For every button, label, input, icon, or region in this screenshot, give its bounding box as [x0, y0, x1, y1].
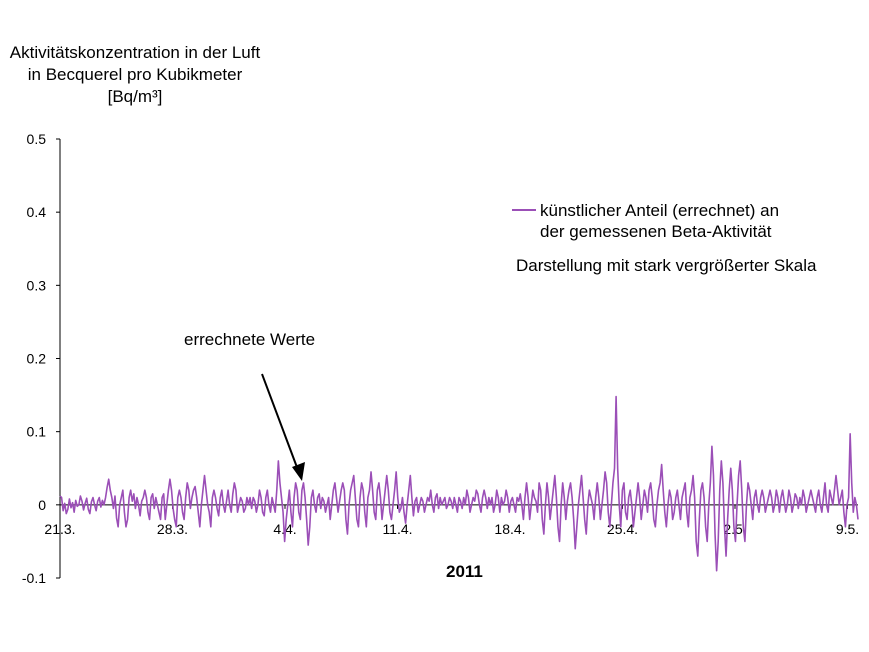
y-tick-label: -0.1 — [22, 570, 46, 586]
annotation-arrow-shaft — [261, 373, 299, 471]
scale-note: Darstellung mit stark vergrößerter Skala — [516, 256, 817, 275]
y-tick-label: 0.1 — [27, 424, 47, 440]
series-line — [59, 395, 859, 572]
x-tick-label: 25.4. — [607, 521, 638, 537]
x-tick-label: 21.3. — [44, 521, 75, 537]
x-tick-label: 18.4. — [494, 521, 525, 537]
x-tick-label: 28.3. — [157, 521, 188, 537]
arrow-annotation-label: errechnete Werte — [184, 330, 316, 349]
legend: künstlicher Anteil (errechnet) an der ge… — [512, 200, 779, 242]
x-tick-label: 2.5. — [723, 521, 746, 537]
y-tick-label: 0.3 — [27, 277, 47, 293]
annotation-arrow-head — [292, 462, 305, 481]
legend-entry-line-2: der gemessenen Beta-Aktivität — [540, 222, 772, 241]
legend-entry: künstlicher Anteil (errechnet) an der ge… — [540, 200, 779, 242]
y-axis-title: Aktivitätskonzentration in der Luft in B… — [0, 42, 270, 108]
y-axis-title-line-2: in Becquerel pro Kubikmeter — [27, 65, 243, 84]
legend-entry-line-1: künstlicher Anteil (errechnet) an — [540, 201, 780, 220]
legend-line-swatch — [512, 209, 536, 211]
x-tick-label: 9.5. — [836, 521, 859, 537]
y-tick-label: 0.2 — [27, 351, 47, 367]
y-tick-label: 0.5 — [27, 131, 47, 147]
y-axis-title-line-3: [Bq/m³] — [107, 87, 163, 106]
y-tick-label: 0 — [38, 497, 46, 513]
y-axis-title-line-1: Aktivitätskonzentration in der Luft — [9, 43, 261, 62]
x-tick-label: 11.4. — [382, 521, 412, 537]
y-tick-label: 0.4 — [27, 204, 47, 220]
x-axis-title: 2011 — [446, 562, 483, 581]
